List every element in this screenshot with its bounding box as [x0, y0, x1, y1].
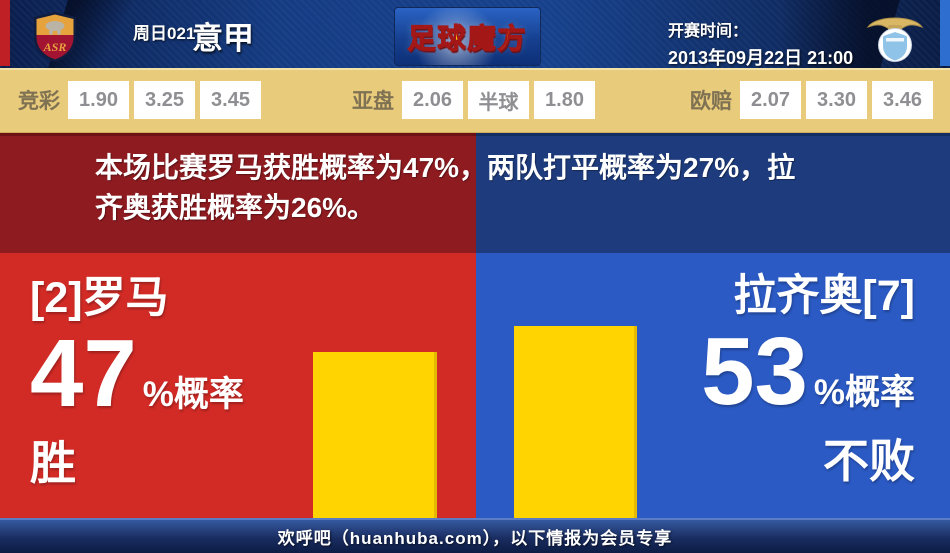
home-probability-suffix: %概率: [142, 375, 244, 415]
lazio-crest-icon: [866, 13, 924, 68]
site-logo-text: 足球魔方: [407, 22, 528, 54]
odds-group-jingcai: 竞彩 1.90 3.25 3.45: [18, 81, 266, 119]
odds-value-euro-away: 3.46: [872, 81, 933, 119]
header-bar: ASR 周日021 意甲 足球魔方 开赛时间： 2013年09月22日 21:0…: [0, 0, 950, 68]
away-probability-value: 53: [701, 318, 808, 426]
odds-value-euro-home: 2.07: [740, 81, 801, 119]
kickoff-label: 开赛时间：: [668, 23, 749, 40]
site-logo: 足球魔方: [395, 8, 540, 65]
away-probability-bar: [514, 326, 637, 553]
home-outcome-label: 胜: [30, 437, 76, 490]
summary-band: 本场比赛罗马获胜概率为47%，两队打平概率为27%，拉 齐奥获胜概率为26%。: [0, 133, 950, 253]
odds-value-draw: 3.25: [134, 81, 195, 119]
away-probability-row: 53 %概率: [701, 321, 915, 423]
odds-label-jingcai: 竞彩: [18, 90, 60, 113]
probability-panels: [2]罗马 47 %概率 胜 拉齐奥[7] 53 %概率 不败: [0, 253, 950, 518]
odds-value-handicap-home: 2.06: [402, 81, 463, 119]
odds-bar: 竞彩 1.90 3.25 3.45 亚盘 2.06 半球 1.80 欧赔 2.0…: [0, 68, 950, 133]
away-outcome-label: 不败: [823, 435, 915, 488]
summary-band-home-half: [0, 133, 476, 253]
odds-group-oupei: 欧赔 2.07 3.30 3.46: [690, 81, 938, 119]
odds-value-handicap-line: 半球: [468, 81, 529, 119]
odds-value-handicap-away: 1.80: [534, 81, 595, 119]
svg-text:ASR: ASR: [43, 40, 67, 54]
home-probability-value: 47: [30, 320, 137, 428]
summary-band-away-half: [476, 133, 950, 253]
home-stats-block: [2]罗马 47 %概率 胜: [30, 274, 244, 493]
header-edge-red: [0, 0, 10, 66]
kickoff-info: 开赛时间： 2013年09月22日 21:00: [668, 17, 853, 70]
away-probability-suffix: %概率: [813, 373, 915, 413]
odds-label-yapan: 亚盘: [352, 90, 394, 113]
roma-crest-icon: ASR: [32, 11, 78, 68]
header-edge-blue: [940, 0, 950, 66]
odds-value-home-win: 1.90: [68, 81, 129, 119]
summary-text: 本场比赛罗马获胜概率为47%，两队打平概率为27%，拉 齐奥获胜概率为26%。: [95, 152, 796, 223]
odds-value-away-win: 3.45: [200, 81, 261, 119]
match-code: 周日021: [133, 24, 196, 43]
away-stats-block: 拉齐奥[7] 53 %概率 不败: [701, 272, 915, 491]
footer-text: 欢呼吧（huanhuba.com），以下情报为会员专享: [277, 529, 673, 548]
odds-value-euro-draw: 3.30: [806, 81, 867, 119]
odds-group-yapan: 亚盘 2.06 半球 1.80: [352, 81, 600, 119]
kickoff-time: 2013年09月22日 21:00: [668, 48, 854, 68]
home-team-name: [2]罗马: [30, 274, 169, 322]
footer-bar: 欢呼吧（huanhuba.com），以下情报为会员专享: [0, 518, 950, 553]
odds-label-oupei: 欧赔: [690, 90, 732, 113]
league-title: 意甲: [192, 21, 254, 56]
home-probability-row: 47 %概率: [30, 323, 244, 425]
away-team-name: 拉齐奥[7]: [733, 272, 915, 320]
